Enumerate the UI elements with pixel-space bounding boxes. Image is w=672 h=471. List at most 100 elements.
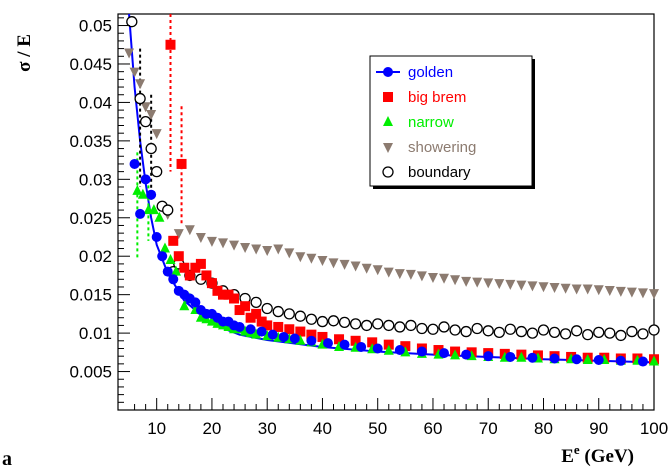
data-point (649, 355, 659, 366)
data-point (240, 301, 251, 312)
data-point (450, 349, 461, 360)
data-point (516, 351, 527, 362)
data-point (549, 353, 560, 364)
data-point (626, 325, 638, 338)
data-point (571, 284, 582, 295)
data-point (334, 334, 345, 345)
data-point (135, 79, 146, 90)
data-point (416, 346, 427, 357)
data-point (549, 282, 560, 293)
data-point (272, 305, 284, 318)
data-point (338, 316, 351, 328)
data-point (206, 236, 217, 247)
data-point (256, 326, 267, 337)
data-point (537, 324, 550, 336)
x-tick-label: 100 (640, 419, 668, 438)
data-point (400, 341, 411, 352)
data-point (145, 142, 157, 155)
data-point (217, 238, 228, 249)
data-point (394, 321, 406, 333)
data-point (504, 323, 516, 335)
data-point (527, 281, 538, 292)
data-point (294, 310, 307, 322)
data-point (124, 48, 135, 59)
data-point (295, 326, 306, 337)
x-axis-title-main: E (561, 446, 574, 467)
data-point (148, 204, 159, 215)
data-point (159, 242, 170, 253)
data-point (190, 262, 201, 273)
legend-label: showering (408, 139, 476, 156)
y-tick-label: 0.025 (69, 209, 112, 228)
data-point (151, 129, 162, 140)
data-point (560, 283, 571, 294)
data-point (626, 287, 637, 298)
data-point (146, 109, 157, 120)
data-point (250, 296, 262, 308)
data-point (460, 325, 472, 338)
data-point (372, 265, 383, 276)
data-point (327, 315, 340, 327)
data-point (140, 102, 151, 113)
data-point (173, 251, 184, 262)
data-point (383, 339, 394, 350)
data-point (615, 286, 626, 297)
data-point (482, 325, 494, 337)
data-point (515, 325, 528, 338)
data-point (350, 261, 361, 272)
data-point (251, 244, 262, 255)
legend-marker (383, 67, 393, 77)
x-tick-label: 80 (534, 419, 553, 438)
data-point (548, 326, 561, 338)
data-point (212, 285, 223, 296)
data-point (367, 337, 378, 348)
data-point (154, 211, 165, 222)
data-point (516, 280, 527, 291)
data-point (195, 258, 206, 269)
x-axis-title-unit: (GeV) (580, 446, 634, 467)
data-point (206, 315, 217, 326)
data-point (483, 278, 494, 289)
data-point (571, 354, 582, 365)
data-point (405, 319, 417, 332)
data-point (234, 305, 245, 316)
data-point (223, 289, 234, 300)
data-point (162, 266, 173, 277)
data-point (649, 289, 659, 300)
data-point (372, 343, 383, 354)
legend-marker (383, 116, 393, 126)
x-axis-title-sup: e (574, 442, 580, 457)
data-point (267, 329, 278, 340)
x-tick-label: 50 (368, 419, 387, 438)
data-point (176, 158, 187, 169)
data-point (505, 279, 516, 290)
y-tick-label: 0.04 (79, 93, 112, 112)
data-point (593, 355, 604, 366)
data-point (593, 326, 605, 338)
x-tick-label: 60 (424, 419, 443, 438)
data-point (637, 288, 648, 299)
data-point (483, 351, 494, 362)
data-point (472, 277, 483, 288)
data-point (168, 274, 179, 285)
data-point (339, 339, 350, 350)
data-point (439, 348, 450, 359)
data-point (184, 270, 195, 281)
data-point (234, 321, 245, 332)
data-point (129, 67, 140, 78)
data-point (361, 263, 372, 274)
data-point (305, 313, 318, 325)
data-point (494, 279, 505, 290)
data-point (317, 256, 328, 267)
series-boundary (126, 16, 660, 342)
data-point (283, 308, 295, 320)
data-point (217, 289, 228, 300)
data-point (245, 312, 256, 323)
panel-label: a (2, 448, 12, 470)
y-tick-label: 0.02 (79, 247, 112, 266)
data-point (461, 349, 472, 360)
data-point (383, 344, 394, 355)
x-tick-label: 30 (258, 419, 277, 438)
data-point (195, 232, 206, 243)
data-point (372, 318, 384, 330)
